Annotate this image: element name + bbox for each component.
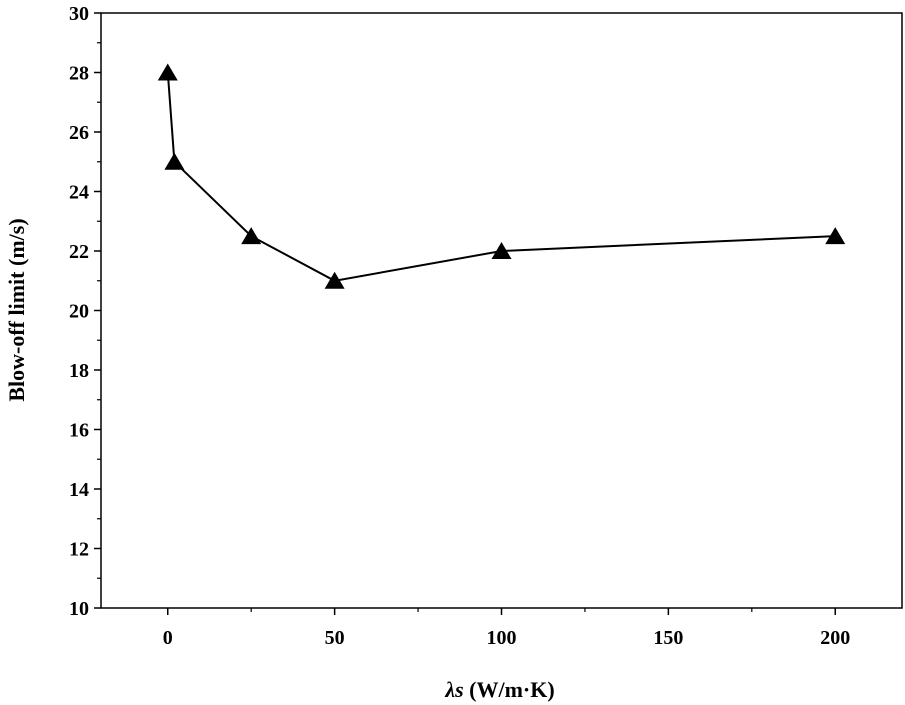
y-tick-label: 14 bbox=[69, 479, 89, 501]
x-axis-symbol: λs bbox=[444, 677, 463, 702]
y-tick-label: 22 bbox=[69, 241, 89, 263]
x-axis: 0 50 100 150 200 bbox=[163, 608, 850, 649]
y-tick-label: 16 bbox=[69, 420, 89, 442]
y-tick-label: 20 bbox=[69, 301, 89, 323]
y-tick-label: 18 bbox=[69, 360, 89, 382]
x-tick-label: 50 bbox=[325, 627, 345, 649]
series-line bbox=[166, 72, 836, 282]
y-tick-label: 28 bbox=[69, 63, 89, 85]
data-point-triangle bbox=[241, 227, 262, 245]
x-tick-label: 200 bbox=[820, 627, 850, 649]
y-tick-label: 30 bbox=[69, 3, 89, 25]
data-point-triangle bbox=[324, 271, 345, 289]
y-axis: 10 12 14 16 18 20 22 24 26 28 30 bbox=[69, 3, 101, 620]
plot-frame bbox=[100, 12, 903, 609]
y-tick-label: 10 bbox=[69, 598, 89, 620]
data-point-triangle bbox=[164, 152, 185, 170]
data-point-triangle bbox=[157, 63, 178, 81]
y-tick-label: 24 bbox=[69, 182, 89, 204]
y-axis-title: Blow-off limit (m/s) bbox=[4, 218, 29, 401]
x-tick-label: 100 bbox=[487, 627, 517, 649]
y-tick-label: 26 bbox=[69, 122, 89, 144]
x-axis-units: (W/m·K) bbox=[464, 677, 555, 702]
x-tick-label: 150 bbox=[653, 627, 683, 649]
data-point-triangle bbox=[825, 227, 846, 245]
data-point-triangle bbox=[491, 242, 512, 259]
series-markers bbox=[157, 63, 846, 289]
x-axis-title: λs (W/m·K) bbox=[444, 677, 554, 702]
x-tick-label: 0 bbox=[163, 627, 173, 649]
y-tick-label: 12 bbox=[69, 539, 89, 561]
